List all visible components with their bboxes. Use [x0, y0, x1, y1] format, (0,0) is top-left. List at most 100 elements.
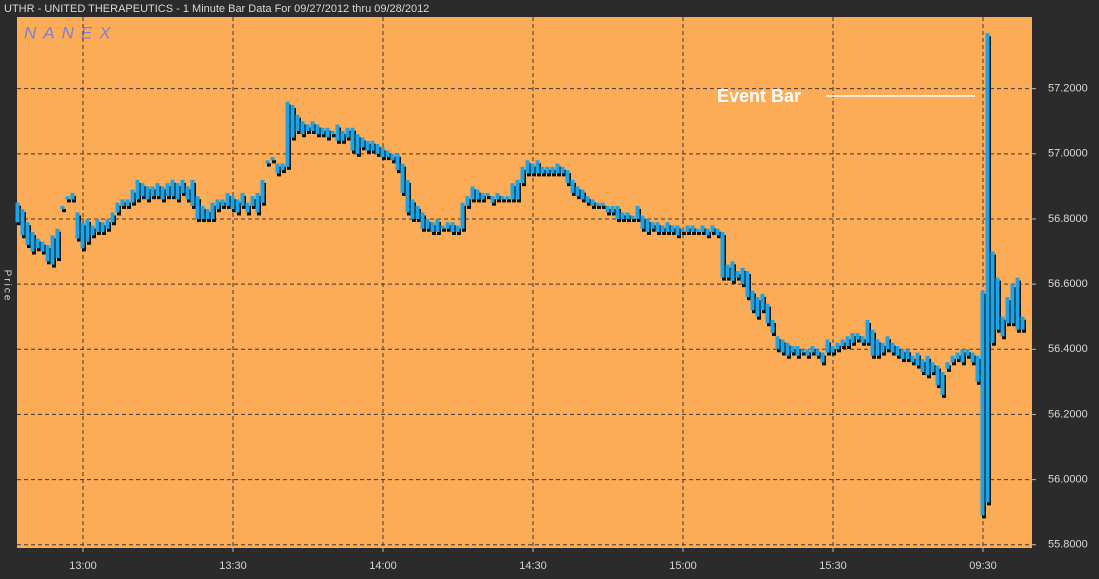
- price-bar: [720, 232, 726, 281]
- bar-body: [865, 319, 870, 343]
- price-bar: [155, 183, 161, 200]
- bar-body: [535, 160, 540, 174]
- bar-body: [175, 183, 180, 200]
- bar-body: [440, 225, 445, 229]
- bar-body: [670, 225, 675, 233]
- price-bar: [325, 127, 331, 141]
- price-bar: [125, 199, 131, 209]
- price-bar: [415, 205, 421, 222]
- bar-body: [620, 212, 625, 219]
- price-bar: [440, 225, 446, 232]
- price-bar: [15, 202, 21, 226]
- price-bar: [1015, 277, 1021, 333]
- bar-body: [725, 264, 730, 278]
- y-tick-label: 56.8000: [1048, 213, 1088, 225]
- bar-body: [330, 131, 335, 135]
- bar-body: [40, 241, 45, 252]
- price-bar: [670, 225, 676, 236]
- price-bar: [150, 186, 156, 200]
- bar-body: [730, 261, 735, 281]
- bar-body: [975, 355, 980, 382]
- price-bar: [245, 202, 251, 216]
- bar-body: [20, 209, 25, 236]
- price-bar: [605, 205, 611, 216]
- price-bar: [1020, 316, 1026, 333]
- price-bar: [370, 140, 376, 154]
- price-bar: [895, 346, 901, 359]
- bar-shadow: [802, 352, 806, 356]
- price-bar: [230, 196, 236, 213]
- bar-body: [200, 205, 205, 219]
- price-bar: [975, 355, 981, 385]
- bar-body: [965, 349, 970, 356]
- bar-body: [135, 179, 140, 200]
- price-bar: [855, 332, 861, 343]
- price-bar: [535, 160, 541, 177]
- bar-body: [1005, 297, 1010, 324]
- bar-body: [880, 342, 885, 353]
- price-bar: [360, 137, 366, 151]
- bar-body: [580, 189, 585, 200]
- bar-body: [140, 183, 145, 197]
- bar-body: [555, 163, 560, 174]
- y-tick-label: 55.8000: [1048, 539, 1088, 551]
- bar-body: [290, 104, 295, 138]
- bar-body: [385, 150, 390, 158]
- bar-body: [95, 218, 100, 233]
- price-bar: [705, 228, 711, 239]
- price-bar: [1005, 297, 1011, 327]
- price-bar: [560, 166, 566, 177]
- price-bar: [695, 228, 701, 236]
- bar-body: [75, 212, 80, 239]
- bar-body: [220, 199, 225, 206]
- price-bar: [570, 179, 576, 196]
- price-bar: [280, 163, 286, 174]
- bar-body: [845, 336, 850, 347]
- price-bar: [45, 245, 51, 265]
- bar-body: [355, 134, 360, 154]
- price-bar: [665, 222, 671, 236]
- bar-body: [585, 196, 590, 203]
- bar-body: [895, 346, 900, 356]
- bar-body: [910, 355, 915, 363]
- bar-body: [695, 228, 700, 233]
- price-bar: [840, 339, 846, 350]
- y-tick-label: 57.2000: [1048, 83, 1088, 95]
- price-bar: [120, 199, 126, 209]
- price-bar: [635, 205, 641, 222]
- bars: [15, 33, 1026, 519]
- bar-body: [155, 183, 160, 197]
- price-bar: [640, 215, 646, 232]
- price-bar: [20, 209, 26, 239]
- bar-body: [985, 33, 990, 503]
- price-bar: [880, 342, 886, 356]
- bar-body: [470, 186, 475, 200]
- bar-body: [435, 218, 440, 233]
- bar-body: [995, 277, 1000, 330]
- bar-body: [465, 196, 470, 206]
- bar-body: [605, 205, 610, 213]
- bar-body: [940, 372, 945, 395]
- bar-body: [395, 153, 400, 171]
- price-bar: [495, 192, 501, 203]
- bar-body: [365, 140, 370, 151]
- price-bar: [220, 199, 226, 209]
- price-bar: [110, 212, 116, 226]
- bar-body: [610, 205, 615, 213]
- bar-body: [230, 196, 235, 210]
- price-bar: [35, 238, 41, 252]
- price-bar: [420, 212, 426, 232]
- bar-body: [80, 222, 85, 249]
- bar-body: [900, 349, 905, 360]
- price-bar: [550, 166, 556, 177]
- price-bar: [385, 150, 391, 161]
- price-bar: [595, 202, 601, 209]
- price-bar: [915, 352, 921, 369]
- bar-body: [825, 339, 830, 353]
- bar-shadow: [697, 231, 701, 236]
- bar-shadow: [502, 199, 506, 203]
- price-bar: [435, 218, 441, 236]
- price-bar: [790, 346, 796, 356]
- bar-body: [480, 192, 485, 200]
- bar-body: [280, 163, 285, 171]
